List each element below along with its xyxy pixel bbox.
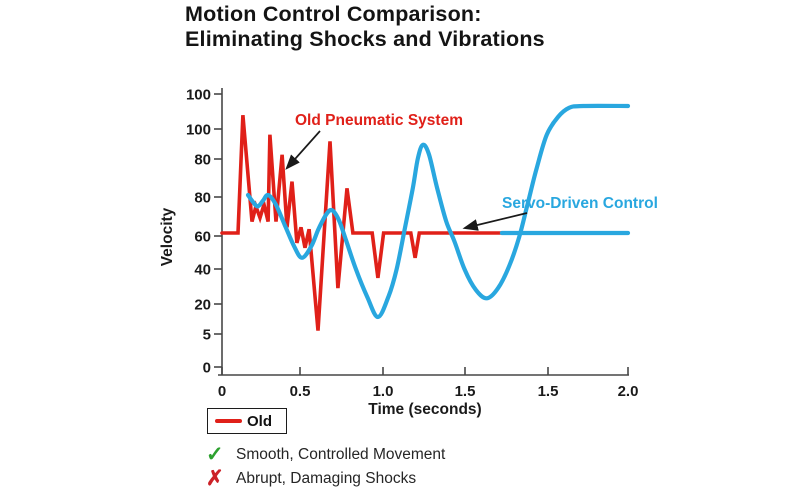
y-tick-label: 5 [203, 327, 211, 344]
footnote-smooth: ✓ Smooth, Controlled Movement [206, 443, 445, 467]
y-tick-label: 100 [186, 122, 211, 139]
y-tick-label: 0 [203, 360, 211, 377]
y-tick-label: 80 [194, 190, 211, 207]
legend-red-line-swatch [215, 419, 242, 423]
annotation-arrow-0 [285, 130, 321, 170]
y-tick-label: 60 [194, 229, 211, 246]
legend-box: Old [207, 408, 287, 434]
x-tick-label: 1.5 [455, 383, 476, 400]
chart-title: Motion Control Comparison: Eliminating S… [185, 2, 545, 52]
y-tick-label: 100 [186, 87, 211, 104]
y-tick-label: 40 [194, 262, 211, 279]
annotation-label-0: Old Pneumatic System [295, 112, 463, 129]
annotation-arrow-1 [462, 212, 528, 231]
y-tick-label: 80 [194, 152, 211, 169]
x-tick-label: 1.0 [373, 383, 394, 400]
x-tick-label: 0 [218, 383, 226, 400]
annotation-label-1: Servo-Driven Control [502, 195, 658, 212]
y-tick-label: 20 [194, 297, 211, 314]
series-line-0 [220, 115, 504, 331]
chart-title-line1: Motion Control Comparison: [185, 2, 482, 26]
cross-icon: ✗ [206, 467, 224, 490]
legend-label-old: Old [247, 412, 272, 430]
footnotes: ✓ Smooth, Controlled Movement ✗ Abrupt, … [206, 443, 445, 491]
series-line-1 [245, 103, 631, 320]
x-tick-label: 1.5 [538, 383, 559, 400]
footnote-abrupt: ✗ Abrupt, Damaging Shocks [206, 467, 445, 491]
x-tick-label: 0.5 [290, 383, 311, 400]
check-icon: ✓ [206, 443, 224, 466]
footnote-abrupt-text: Abrupt, Damaging Shocks [236, 470, 417, 487]
y-axis-title: Velocity [159, 207, 176, 266]
footnote-smooth-text: Smooth, Controlled Movement [236, 446, 446, 463]
x-tick-label: 2.0 [618, 383, 639, 400]
chart-title-line2: Eliminating Shocks and Vibrations [185, 27, 545, 51]
x-axis-title: Time (seconds) [368, 401, 481, 418]
